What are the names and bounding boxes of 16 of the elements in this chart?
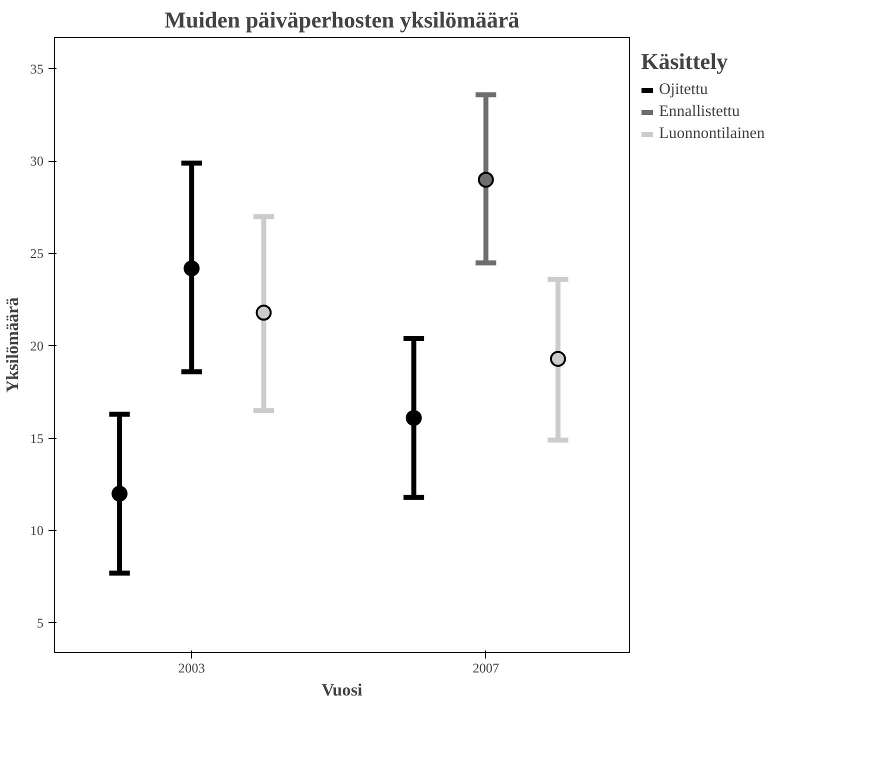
y-tick-label: 5 <box>36 615 44 630</box>
y-axis-title: Yksilömäärä <box>3 297 22 393</box>
y-tick-label: 10 <box>30 523 44 538</box>
legend-label: Luonnontilainen <box>659 125 765 143</box>
y-tick-label: 25 <box>30 246 44 262</box>
chart-title: Muiden päiväperhosten yksilömäärä <box>164 8 520 32</box>
x-tick-label: 2003 <box>178 660 206 676</box>
legend-label: Ennallistettu <box>659 103 740 121</box>
y-tick-label: 35 <box>30 61 44 76</box>
y-tick-label: 20 <box>30 338 44 354</box>
legend-label: Ojitettu <box>659 81 708 99</box>
x-axis-title: Vuosi <box>322 680 363 700</box>
x-tick-label: 2007 <box>472 660 500 676</box>
y-tick-label: 15 <box>30 430 44 446</box>
y-tick-label: 30 <box>30 154 44 169</box>
legend-title: Käsittely <box>641 49 729 75</box>
